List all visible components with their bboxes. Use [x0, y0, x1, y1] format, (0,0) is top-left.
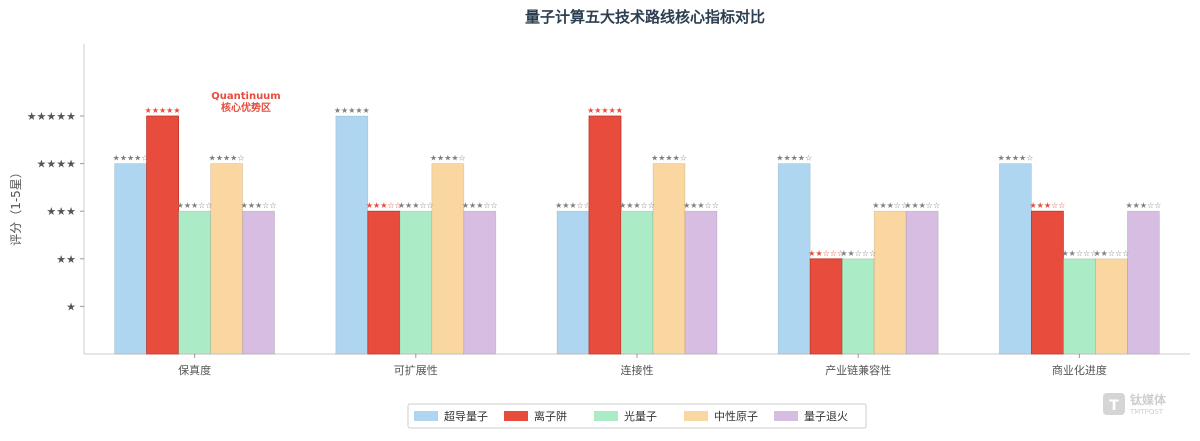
legend-label: 超导量子 — [444, 409, 488, 423]
bar-value-label: ★★★★★ — [334, 106, 370, 115]
watermark-logo-glyph: T — [1109, 398, 1119, 414]
legend-swatch — [414, 411, 438, 421]
watermark-sub: TMTPOST — [1129, 408, 1164, 416]
bar — [873, 210, 907, 355]
y-tick-label: ★★★ — [46, 205, 76, 218]
quantinuum-annotation: Quantinuum 核心优势区 — [211, 91, 280, 114]
bar — [399, 210, 433, 355]
bar — [777, 163, 811, 355]
bar — [178, 210, 212, 355]
y-tick-label: ★★★★ — [37, 158, 77, 171]
legend-swatch — [594, 411, 618, 421]
legend-swatch — [504, 411, 528, 421]
bar — [367, 210, 401, 355]
bar-value-label: ★★★★☆ — [113, 154, 149, 163]
bar — [1031, 210, 1064, 355]
bar-value-label: ★★★☆☆ — [241, 201, 277, 210]
bar-value-label: ★★★☆☆ — [398, 201, 434, 210]
bar — [242, 210, 276, 355]
bar-value-label: ★★★☆☆ — [1125, 201, 1161, 210]
legend-label: 中性原子 — [714, 409, 758, 423]
y-tick-label: ★★ — [56, 253, 76, 266]
bar-value-label: ★★★☆☆ — [366, 201, 402, 210]
y-tick-label: ★★★★★ — [27, 110, 76, 123]
legend: 超导量子 离子阱 光量子 中性原子 量子退火 — [407, 403, 867, 429]
watermark: T 钛媒体 TMTPOST — [1103, 392, 1167, 416]
bar — [1063, 258, 1096, 355]
bar — [841, 258, 875, 355]
bar-value-label: ★★★★☆ — [997, 154, 1033, 163]
bar-value-label: ★★★☆☆ — [462, 201, 498, 210]
x-tick-label: 保真度 — [178, 363, 211, 377]
x-tick-label: 连接性 — [621, 363, 654, 377]
watermark-brand: 钛媒体 — [1130, 392, 1167, 407]
watermark-logo-icon — [1103, 393, 1125, 415]
bar-value-label: ★★★★☆ — [776, 154, 812, 163]
bar-value-label: ★★★☆☆ — [683, 201, 719, 210]
x-tick-label: 产业链兼容性 — [825, 363, 891, 377]
chart-title: 量子计算五大技术路线核心指标对比 — [525, 8, 765, 26]
bar — [588, 115, 622, 355]
bar-value-label: ★★☆☆☆ — [808, 249, 844, 258]
y-tick-label: ★ — [66, 300, 76, 313]
legend-swatch — [774, 411, 798, 421]
bar-value-label: ★★☆☆☆ — [840, 249, 876, 258]
bar-value-label: ★★★★☆ — [209, 154, 245, 163]
bar-value-label: ★★★☆☆ — [872, 201, 908, 210]
bar-value-label: ★★★★★ — [145, 106, 181, 115]
bar-value-label: ★★★☆☆ — [177, 201, 213, 210]
legend-label: 离子阱 — [534, 409, 567, 423]
x-tick-label: 可扩展性 — [394, 363, 438, 377]
bar-value-label: ★★★☆☆ — [555, 201, 591, 210]
bar-value-label: ★★★★☆ — [430, 154, 466, 163]
legend-frame — [407, 403, 867, 429]
annotation-line-2: 核心优势区 — [221, 101, 271, 114]
bars — [114, 115, 1160, 355]
legend-label: 光量子 — [624, 409, 657, 423]
bar-value-label: ★★☆☆☆ — [1061, 249, 1097, 258]
bar — [463, 210, 497, 355]
annotation-line-1: Quantinuum — [211, 91, 280, 102]
bar — [114, 163, 147, 355]
legend-label: 量子退火 — [804, 410, 848, 423]
legend-swatch — [684, 411, 708, 421]
value-labels: ★★★★☆★★★★★★★★☆☆★★★★☆★★★☆☆★★★★★★★★☆☆★★★☆☆… — [113, 106, 1162, 258]
bar — [999, 163, 1032, 355]
x-tick-label: 商业化进度 — [1052, 363, 1107, 377]
bar — [684, 210, 718, 355]
bar-value-label: ★★★☆☆ — [619, 201, 655, 210]
bar-value-label: ★★★☆☆ — [904, 201, 940, 210]
bar-value-label: ★★☆☆☆ — [1093, 249, 1129, 258]
bar — [335, 115, 369, 355]
bar-value-label: ★★★☆☆ — [1029, 201, 1065, 210]
bar — [210, 163, 244, 355]
bar — [620, 210, 654, 355]
bar — [1095, 258, 1128, 355]
bar — [1127, 210, 1160, 355]
bar — [652, 163, 686, 355]
bar — [556, 210, 590, 355]
bar-value-label: ★★★★★ — [587, 106, 623, 115]
bar — [905, 210, 939, 355]
axes: ★★★★★★★★★★★★★★★保真度 可扩展性 连接性 产业链兼容性 商业化进度 — [27, 44, 1190, 377]
bar-value-label: ★★★★☆ — [651, 154, 687, 163]
bar — [809, 258, 843, 355]
y-axis-label: 评分（1-5星） — [9, 166, 23, 246]
bar — [146, 115, 180, 355]
bar — [431, 163, 465, 355]
